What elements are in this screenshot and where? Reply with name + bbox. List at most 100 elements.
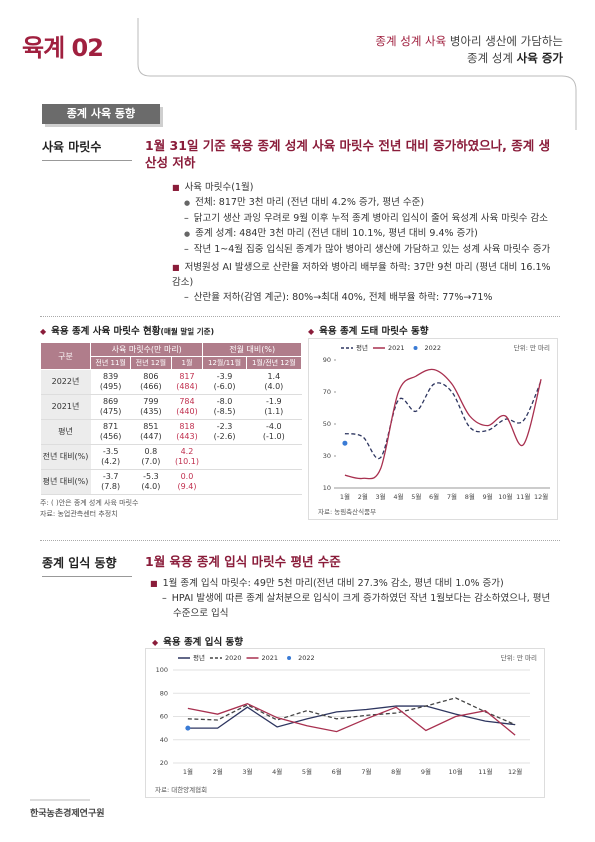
y-tick-label: 20	[160, 759, 168, 767]
header-row: 전년 11월 전년 12월 1월 12월/11월 1월/전년 12월	[41, 356, 303, 370]
bullet-list: 1월 종계 입식 마릿수: 49만 5천 마리(전년 대비 27.3% 감소, …	[150, 576, 551, 621]
footer: 한국농촌경제연구원	[30, 809, 105, 819]
cell-text: -1.9	[266, 397, 282, 406]
table-note: 주: ( )안은 종계 성계 사육 마릿수	[40, 499, 139, 507]
x-tick-label: 8월	[465, 492, 475, 501]
y-tick-label: 10	[323, 484, 331, 492]
legend-label: 평년	[193, 653, 205, 662]
series-line	[344, 380, 542, 460]
topic-label: 종계 입식 동향	[42, 554, 132, 577]
header-cell: 구분	[40, 342, 91, 370]
cell-text: (456)	[99, 432, 122, 441]
y-tick-label: 30	[323, 452, 331, 460]
table-cell: 0.8 (7.0)	[130, 444, 172, 470]
x-tick-label: 9월	[421, 767, 431, 776]
series-line	[187, 703, 516, 736]
page-title: 육계 02	[22, 34, 104, 62]
cell-text: -8.0	[216, 397, 233, 406]
detail: 산란율 저하(감염 계군): 80%→최대 40%, 전체 배부율 하락: 77…	[172, 290, 557, 305]
cell-text: 839	[102, 372, 119, 381]
table-row: 2021년 869 (475) 799 (435) 784 (440) -8.0 (-8.5) -…	[40, 394, 302, 420]
table-wrap: 구분 사육 마릿수(만 마리) 전월 대비(%) 전년 11월 전년 12월 1월 12월/…	[40, 342, 303, 495]
x-tick-label: 1월	[340, 492, 350, 501]
unit-label: 단위: 만 마리	[514, 343, 550, 352]
header-cell: 전월 대비(%)	[202, 342, 302, 357]
x-tick-label: 8월	[391, 767, 401, 776]
table-cell: -2.3 (-2.6)	[202, 419, 247, 445]
cell-text: (10.1)	[174, 457, 199, 466]
legend-label: 2020	[225, 654, 242, 662]
cell-text: -2.3	[216, 422, 233, 431]
x-tick-label: 2월	[358, 492, 368, 501]
table-cell: 818 (443)	[171, 419, 203, 445]
header-rule	[137, 18, 577, 130]
x-tick-label: 12월	[508, 767, 522, 776]
cell-text: (4.2)	[101, 457, 121, 466]
subheader-cell: 1월/전년 12월	[245, 356, 303, 370]
table-cell: -4.0 (-1.0)	[246, 419, 302, 445]
chart-title: 육용 종계 도태 마릿수 동향	[308, 323, 428, 337]
x-tick-label: 3월	[376, 492, 386, 501]
table-cell	[246, 469, 302, 495]
summary-text: 사육 증가	[516, 51, 563, 65]
cell-text: -3.5	[102, 447, 119, 456]
table-cell: 784 (440)	[171, 394, 203, 420]
x-tick-label: 7월	[361, 767, 371, 776]
table-title-text: 육용 종계 사육 마릿수 현황	[51, 326, 161, 337]
table-cell: 869 (475)	[90, 394, 131, 420]
table-title-note: (매월 말일 기준)	[160, 327, 215, 336]
bullet: 종계 성계: 484만 3천 마리 (전년 대비 10.1%, 평년 대비 9.…	[184, 226, 557, 242]
chart-title: 육용 종계 입식 동향	[152, 634, 243, 648]
cell-text: (7.0)	[141, 457, 161, 466]
source-label: 자료: 농림축산식품부	[318, 507, 376, 516]
chart-frame	[145, 648, 545, 798]
header-row: 구분 사육 마릿수(만 마리) 전월 대비(%)	[40, 342, 302, 370]
cell-text: 0.8	[144, 447, 158, 456]
legend-label: 평년	[356, 343, 368, 352]
cell-text: 0.0	[180, 472, 194, 481]
legend-label: 2021	[388, 344, 405, 352]
series-marker	[342, 440, 348, 446]
legend-swatch	[287, 656, 292, 660]
row-label: 2021년	[40, 394, 91, 420]
data-table: 구분 사육 마릿수(만 마리) 전월 대비(%) 전년 11월 전년 12월 1월 12월/…	[40, 342, 303, 495]
cell-text: 818	[179, 422, 195, 431]
table-cell: -3.5 (4.2)	[90, 444, 131, 470]
cell-text: 871	[102, 422, 119, 431]
cell-text: (-8.5)	[213, 407, 236, 416]
cell-text: (-1.0)	[262, 432, 285, 441]
table-cell: 1.4 (4.0)	[246, 369, 302, 395]
table-cell: -1.9 (1.1)	[246, 394, 302, 420]
table-cell: 799 (435)	[130, 394, 172, 420]
table-cell: 0.0 (9.4)	[171, 469, 203, 495]
row-label: 전년 대비(%)	[40, 444, 91, 470]
legend-label: 2021	[262, 654, 279, 662]
unit-label: 단위: 만 마리	[501, 653, 537, 662]
x-tick-label: 2월	[213, 767, 223, 776]
x-tick-label: 11월	[516, 492, 530, 501]
cell-text: 1.4	[267, 372, 281, 381]
cell-text: (440)	[176, 407, 198, 416]
table-cell: 806 (466)	[130, 369, 172, 395]
cell-text: (447)	[140, 432, 162, 441]
topic-heading: 1월 31일 기준 육용 종계 성계 사육 마릿수 전년 대비 증가하였으나, …	[145, 138, 551, 170]
cell-text: (4.0)	[264, 382, 284, 391]
x-tick-label: 4월	[393, 492, 403, 501]
subheader-cell: 전년 12월	[130, 356, 172, 370]
legend-label: 2022	[425, 344, 442, 352]
table-cell	[202, 469, 247, 495]
x-tick-label: 12월	[534, 492, 548, 501]
y-tick-label: 70	[323, 388, 331, 396]
summary-line: 종계 성계 사육 증가	[467, 50, 563, 66]
subheader-cell: 전년 11월	[89, 356, 132, 370]
subheader-cell: 1월	[170, 356, 204, 370]
cell-text: (-2.6)	[213, 432, 236, 441]
cell-text: 851	[143, 422, 159, 431]
y-tick-label: 60	[160, 713, 168, 721]
x-tick-label: 6월	[429, 492, 439, 501]
source-label: 자료: 대한양계협회	[155, 785, 207, 794]
chart: 10 30 50 70 90 1월 2월 3월 4월 5월 6월 7월 8월 9월 10월 11월 12월 평년 2…	[308, 338, 558, 520]
cell-text: -3.7	[102, 472, 119, 481]
x-tick-label: 11월	[478, 767, 492, 776]
